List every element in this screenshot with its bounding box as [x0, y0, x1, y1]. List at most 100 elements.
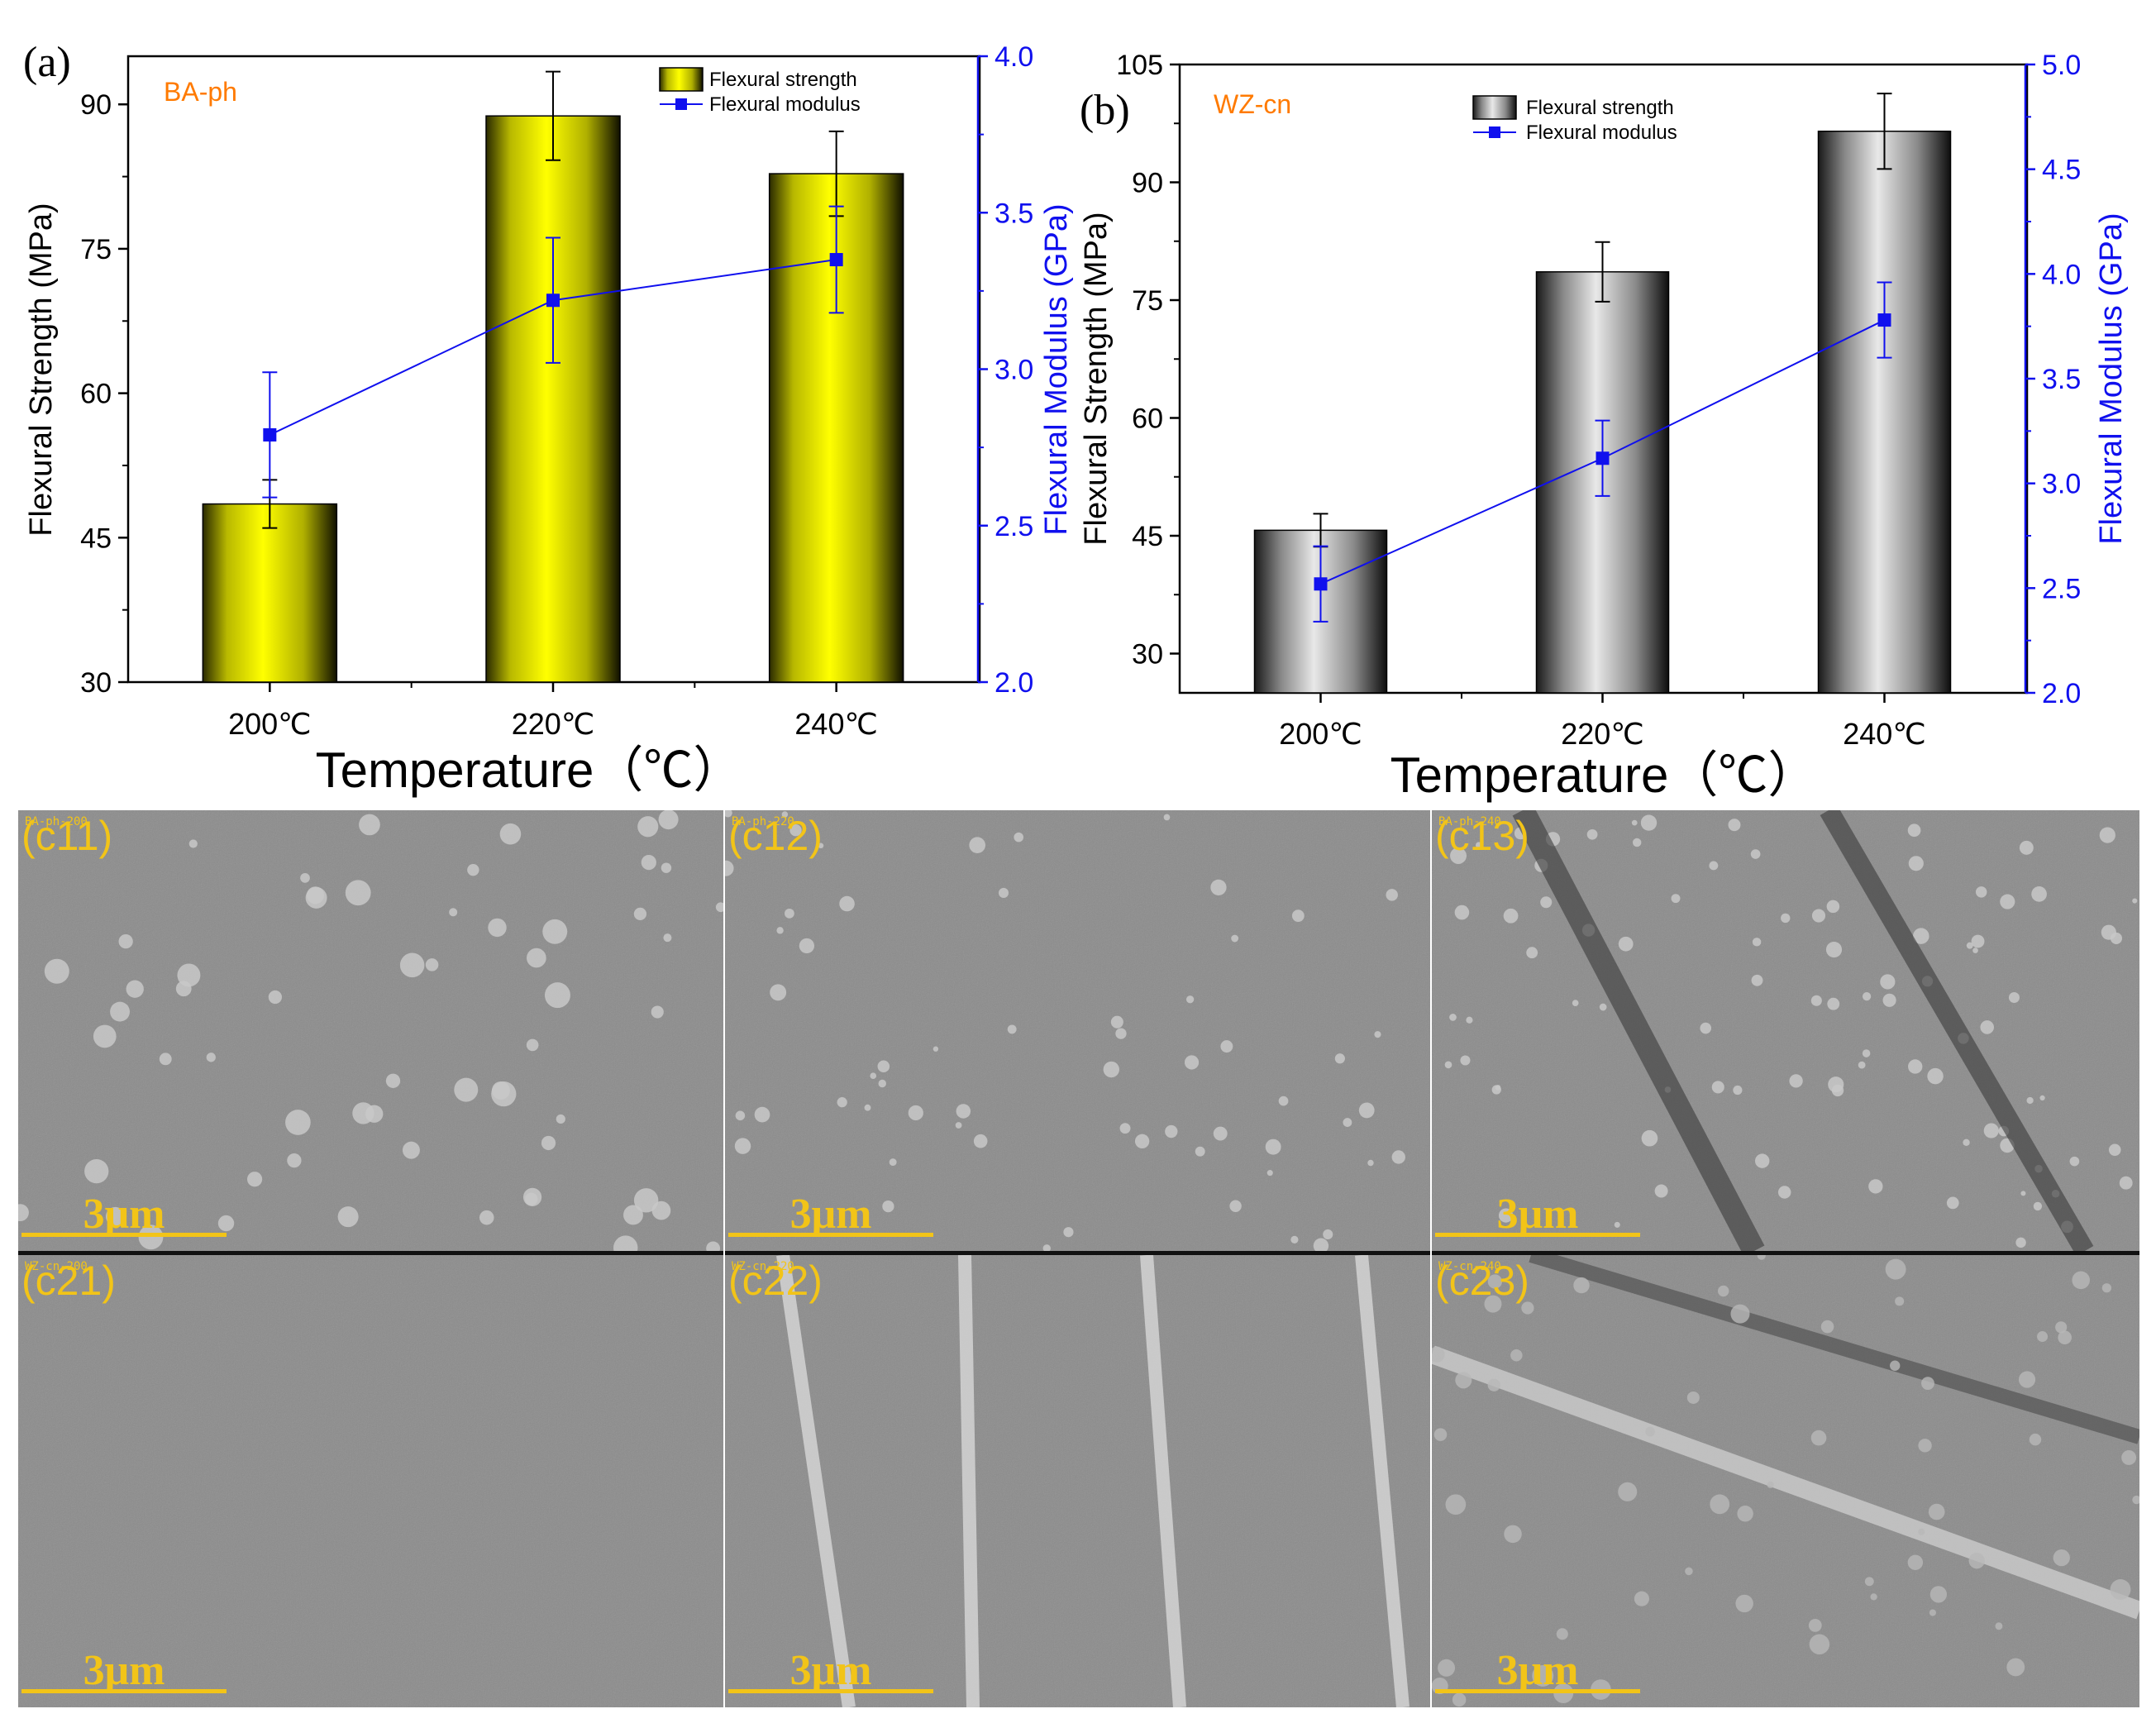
sem-particle: [2020, 1191, 2026, 1196]
sem-particle: [1767, 1481, 1774, 1488]
chart-a-sample-label: BA-ph: [164, 77, 237, 107]
chart-a-modulus-line: [262, 205, 844, 499]
sem-panel: (c12)BA-ph-220 3μm: [725, 810, 1430, 1251]
sem-particle: [889, 1158, 897, 1167]
sem-particle: [93, 1024, 117, 1048]
sem-particle: [2031, 886, 2047, 902]
sem-particle: [1358, 1102, 1375, 1119]
sem-particle: [542, 919, 568, 944]
sem-particle: [1995, 1622, 2003, 1630]
sem-particle: [2037, 1331, 2049, 1343]
sem-particle: [110, 1001, 131, 1022]
chart-b-right-ticks: 2.0 2.5 3.0 3.5 4.0 4.5 5.0: [2025, 50, 2081, 709]
right-tick-label: 2.5: [995, 511, 1033, 542]
sem-texture: [18, 1255, 723, 1707]
sem-particle: [1455, 1372, 1472, 1389]
sem-particle: [1165, 1124, 1178, 1138]
sem-particle: [491, 1081, 517, 1107]
sem-particle: [454, 1077, 479, 1102]
sem-particle: [1484, 1295, 1502, 1313]
sem-particle: [1063, 1227, 1074, 1238]
sem-particle: [1432, 1346, 1445, 1363]
sem-ridge: [1529, 1255, 2139, 1444]
sem-particle: [1573, 1277, 1590, 1294]
sem-particle: [973, 1134, 988, 1148]
left-tick-label: 90: [80, 89, 112, 121]
sem-sample-tag: WZ-cn-200: [25, 1260, 88, 1273]
sem-particle: [1811, 909, 1826, 923]
sem-particle: [725, 860, 734, 876]
sem-sample-tag: WZ-cn-240: [1438, 1260, 1501, 1273]
sem-particle: [1882, 993, 1896, 1007]
sem-particle: [1195, 1146, 1205, 1157]
sem-particle: [2101, 1283, 2112, 1293]
sem-panel-label: (c13): [1435, 813, 1529, 859]
sem-particle: [1334, 1053, 1345, 1064]
right-tick-label: 2.0: [2042, 678, 2081, 709]
sem-particle: [1754, 1153, 1770, 1168]
sem-row-divider: [18, 1251, 2139, 1255]
right-tick-label: 2.0: [995, 667, 1033, 699]
sem-particle: [1717, 1285, 1729, 1297]
sem-particle: [1487, 1274, 1502, 1289]
sem-particle: [527, 948, 546, 968]
legend-a-bar-label: Flexural strength: [709, 69, 857, 91]
sem-particle: [818, 843, 824, 849]
sem-particle: [1864, 1577, 1874, 1587]
sem-particle: [1711, 1081, 1724, 1094]
sem-particle: [1632, 838, 1642, 847]
sem-particle: [1184, 1055, 1200, 1070]
sem-particle: [268, 990, 283, 1005]
sem-particle: [998, 887, 1009, 898]
sem-particle: [870, 1072, 877, 1080]
sem-particle: [118, 933, 133, 949]
sem-particle: [2119, 1176, 2133, 1190]
sem-particle: [402, 1141, 420, 1159]
sem-particle: [1313, 1238, 1329, 1251]
sem-particle: [1475, 842, 1482, 849]
sem-particle: [658, 810, 679, 830]
sem-particle: [1918, 1528, 1925, 1535]
sem-particle: [1735, 1594, 1753, 1613]
sem-particle: [1556, 1628, 1568, 1640]
scale-bar-label: 3μm: [790, 1191, 872, 1238]
sem-sample-tag: BA-ph-220: [732, 815, 794, 828]
chart-b-legend: Flexural strength Flexural modulus: [1472, 95, 1677, 144]
sem-texture: [725, 1255, 1430, 1707]
sem-particle: [2029, 1433, 2042, 1446]
modulus-point: [263, 427, 277, 442]
sem-panel-label: (c22): [728, 1258, 823, 1304]
right-tick-label: 4.5: [2042, 155, 2081, 186]
sem-particle: [1870, 1593, 1877, 1601]
sem-particle: [735, 1110, 746, 1121]
sem-particle: [1752, 938, 1762, 947]
sem-particle: [1972, 948, 1978, 953]
sem-particle: [1777, 1186, 1791, 1199]
sem-particle: [2069, 1156, 2080, 1167]
sem-particle: [1042, 1244, 1051, 1251]
sem-sample-tag: BA-ph-240: [1438, 815, 1501, 828]
sem-particle: [544, 982, 570, 1009]
left-tick-label: 45: [1132, 521, 1163, 552]
sem-panel: (c23)WZ-cn-240 3μm: [1432, 1255, 2139, 1707]
sem-particle: [2015, 1237, 2026, 1248]
sem-particle: [637, 816, 659, 838]
left-tick-label: 30: [1132, 639, 1163, 671]
sem-particle: [1452, 1692, 1467, 1707]
right-tick-label: 2.5: [2042, 573, 2081, 604]
scale-bar: [728, 1233, 933, 1237]
scale-bar-label: 3μm: [790, 1647, 872, 1694]
sem-panel-label: (c23): [1435, 1258, 1529, 1304]
sem-particle: [1809, 1634, 1830, 1655]
sem-particle: [488, 918, 507, 938]
sem-particle: [1781, 913, 1791, 924]
sem-panel: (c21)WZ-cn-200 3μm: [18, 1255, 723, 1707]
modulus-point: [1596, 451, 1610, 465]
sem-particle: [1827, 997, 1840, 1010]
sem-particle: [878, 1079, 887, 1088]
sem-particle: [1789, 1074, 1803, 1088]
sem-particle: [2132, 1495, 2139, 1505]
sem-particle: [305, 886, 327, 909]
